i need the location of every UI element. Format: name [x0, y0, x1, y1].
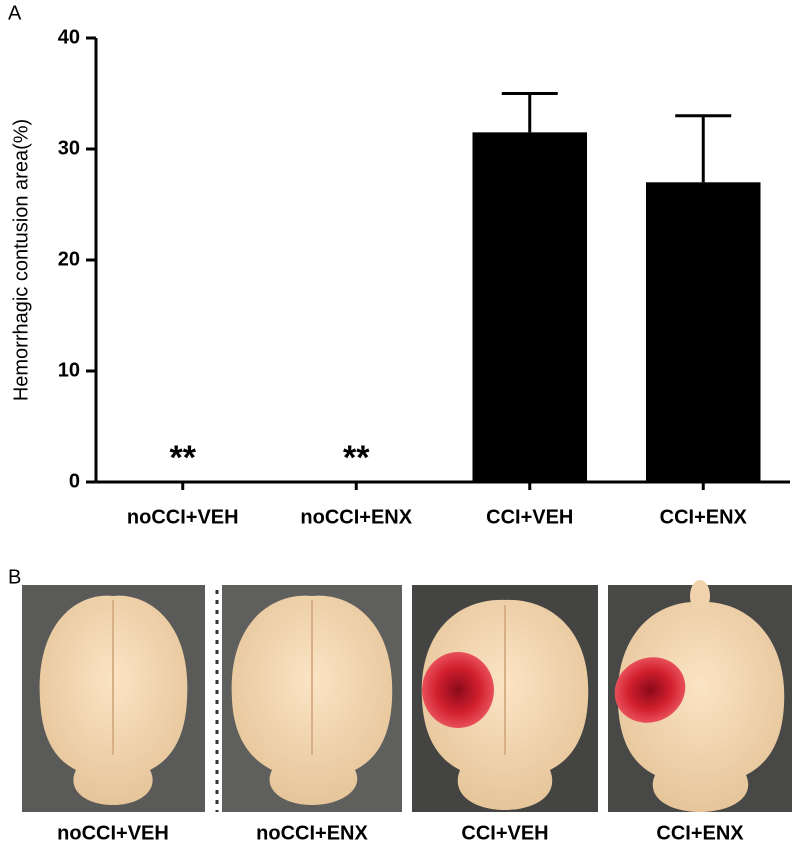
- significance: **: [343, 439, 370, 477]
- significance: **: [170, 439, 197, 477]
- photo-caption: noCCI+ENX: [256, 822, 368, 844]
- x-tick-label: noCCI+ENX: [300, 506, 412, 528]
- bar: [645, 182, 761, 483]
- panel-label: B: [8, 566, 21, 588]
- x-tick-label: CCI+VEH: [486, 506, 573, 528]
- y-tick-label: 30: [58, 137, 80, 159]
- y-axis-title: Hemorrhagic contusion area(%): [10, 119, 32, 401]
- bar: [472, 132, 588, 482]
- y-tick-label: 20: [58, 248, 80, 270]
- photo-caption: CCI+ENX: [656, 822, 744, 844]
- x-tick-label: CCI+ENX: [660, 506, 748, 528]
- photo-caption: CCI+VEH: [461, 822, 548, 844]
- photo: [608, 580, 792, 812]
- y-tick-label: 0: [69, 470, 80, 492]
- photo: [22, 585, 205, 812]
- x-tick-label: noCCI+VEH: [127, 506, 239, 528]
- photos: [22, 580, 792, 812]
- y-tick-label: 10: [58, 359, 80, 381]
- photo: [412, 585, 598, 812]
- y-tick-label: 40: [58, 26, 80, 48]
- panel-label: A: [8, 2, 22, 24]
- photo-caption: noCCI+VEH: [57, 822, 169, 844]
- photo: [215, 585, 402, 812]
